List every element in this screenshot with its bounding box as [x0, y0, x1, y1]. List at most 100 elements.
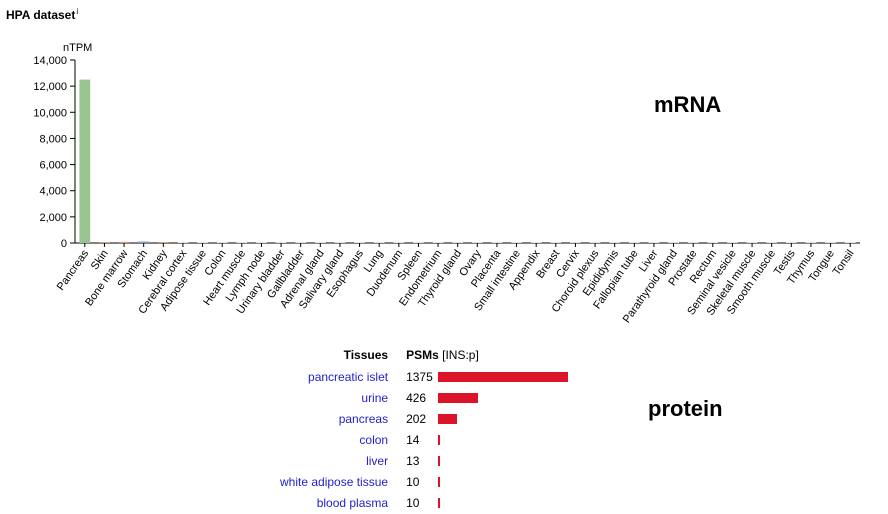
psms-header-unit: [INS:p] [442, 348, 479, 362]
protein-row: pancreatic islet 1375 [280, 366, 578, 387]
dataset-heading: HPA dataseti [6, 7, 78, 22]
psm-bar-cell [438, 492, 578, 513]
bar[interactable] [295, 242, 307, 243]
tissue-link[interactable]: pancreas [338, 411, 389, 426]
psms-header-label: PSMs [406, 348, 439, 362]
bar[interactable] [668, 242, 679, 243]
protein-table: Tissues PSMs [INS:p] pancreatic islet 137… [280, 344, 578, 513]
y-tick-label: 8,000 [39, 133, 67, 145]
psm-bar [438, 455, 440, 466]
bar[interactable] [256, 242, 267, 243]
protein-row: pancreas 202 [280, 408, 578, 429]
psm-value: 10 [406, 474, 420, 489]
bar[interactable] [628, 242, 640, 243]
y-axis-label: nTPM [63, 42, 92, 54]
bar[interactable] [530, 242, 542, 243]
tissue-link[interactable]: liver [366, 453, 389, 468]
psm-bar [438, 497, 440, 508]
psm-value: 1375 [406, 369, 433, 384]
bar[interactable] [413, 242, 424, 243]
bar[interactable] [707, 242, 719, 243]
bar[interactable] [314, 242, 326, 243]
psm-bar-cell [438, 366, 578, 387]
mrna-annotation: mRNA [654, 92, 721, 117]
bar[interactable] [727, 242, 738, 243]
psm-value: 13 [406, 453, 420, 468]
bar[interactable] [197, 242, 208, 243]
bar[interactable] [550, 242, 562, 243]
psm-bar [438, 371, 569, 382]
psm-value: 14 [406, 432, 420, 447]
bar[interactable] [452, 242, 464, 243]
psm-value: 10 [406, 495, 420, 510]
protein-table-header: Tissues PSMs [INS:p] [280, 344, 578, 366]
bar[interactable] [511, 242, 522, 243]
y-tick-label: 2,000 [39, 212, 67, 224]
bar[interactable] [334, 242, 346, 243]
bar[interactable] [432, 242, 444, 243]
protein-row: blood plasma 10 [280, 492, 578, 513]
tissue-link[interactable]: blood plasma [316, 495, 389, 510]
y-tick-label: 12,000 [33, 81, 67, 93]
bar[interactable] [157, 242, 169, 243]
bar[interactable] [354, 242, 365, 243]
tissue-link[interactable]: pancreatic islet [308, 369, 389, 384]
bar[interactable] [177, 242, 189, 243]
bar[interactable] [687, 242, 699, 243]
psm-bar-cell [438, 387, 578, 408]
y-tick-label: 4,000 [39, 186, 67, 198]
psm-bar [438, 413, 458, 424]
psm-value: 426 [406, 390, 427, 405]
x-tick-label: Pancreas [55, 247, 92, 292]
bar[interactable] [609, 242, 621, 243]
tissues-header: Tissues [343, 348, 389, 362]
protein-row: white adipose tissue 10 [280, 471, 578, 492]
bar[interactable] [118, 241, 130, 243]
bar[interactable] [746, 242, 758, 243]
y-tick-label: 14,000 [33, 55, 67, 67]
protein-row: urine 426 [280, 387, 578, 408]
psm-bar-cell [438, 471, 578, 492]
psm-bar [438, 476, 440, 487]
bar[interactable] [99, 242, 110, 243]
bar[interactable] [805, 242, 817, 243]
dataset-title: HPA dataset [6, 8, 76, 22]
tissue-link[interactable]: urine [361, 390, 389, 405]
protein-annotation: protein [648, 396, 723, 421]
bars [79, 79, 856, 243]
psm-bar [438, 434, 440, 445]
bar[interactable] [393, 242, 405, 243]
bar[interactable] [79, 79, 91, 243]
bar[interactable] [766, 242, 778, 243]
mrna-chart: nTPM 0 2,000 4,000 6,000 8,000 10,000 12,000 14… [33, 42, 860, 325]
bar[interactable] [373, 242, 385, 243]
protein-row: liver 13 [280, 450, 578, 471]
psm-bar-cell [438, 408, 578, 429]
psm-bar-cell [438, 429, 578, 450]
psm-bar-cell [438, 450, 578, 471]
tissue-link[interactable]: colon [359, 432, 389, 447]
bar[interactable] [138, 241, 150, 243]
y-tick-label: 10,000 [33, 107, 67, 119]
y-axis: 0 2,000 4,000 6,000 8,000 10,000 12,000 14,000 [33, 55, 860, 250]
tissue-link[interactable]: white adipose tissue [280, 474, 389, 489]
bar[interactable] [589, 242, 601, 243]
psms-header: PSMs [INS:p] [388, 344, 578, 366]
bar[interactable] [844, 242, 856, 243]
x-tick-label: Tonsil [831, 248, 857, 278]
info-icon[interactable]: i [76, 7, 79, 16]
bar[interactable] [216, 242, 228, 243]
y-tick-label: 0 [61, 238, 67, 250]
psm-value: 202 [406, 411, 427, 426]
bar[interactable] [825, 242, 836, 243]
bar[interactable] [236, 242, 248, 243]
bar[interactable] [570, 242, 581, 243]
bar[interactable] [275, 242, 287, 243]
bar[interactable] [471, 242, 483, 243]
protein-row: colon 14 [280, 429, 578, 450]
bar[interactable] [491, 242, 503, 243]
bar[interactable] [648, 242, 660, 243]
psm-bar [438, 392, 479, 403]
bar[interactable] [785, 242, 797, 243]
